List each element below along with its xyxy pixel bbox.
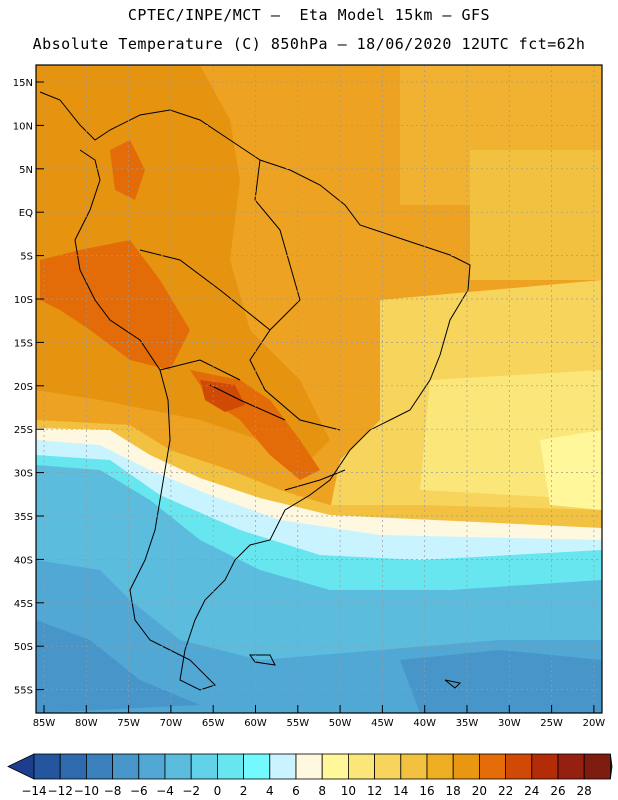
lon-label: 85W: [33, 718, 56, 729]
colorbar-label: 8: [318, 784, 326, 798]
colorbar-segment: [505, 753, 533, 780]
lat-label: 15S: [14, 338, 33, 349]
lon-label: 55W: [286, 718, 309, 729]
colorbar-label: 12: [367, 784, 382, 798]
colorbar-label: 16: [419, 784, 434, 798]
colorbar-min-arrow: [7, 753, 35, 780]
lat-label: EQ: [19, 208, 33, 219]
colorbar-segment: [190, 753, 218, 780]
colorbar-segment: [164, 753, 192, 780]
colorbar-label: 26: [550, 784, 565, 798]
lon-label: 30W: [498, 718, 521, 729]
colorbar-segment: [531, 753, 559, 780]
colorbar-label: −10: [74, 784, 99, 798]
colorbar-segment: [374, 753, 402, 780]
colorbar-label: 4: [266, 784, 274, 798]
colorbar-max-arrow: [610, 753, 613, 780]
lon-label: 35W: [456, 718, 479, 729]
colorbar-segment: [33, 753, 61, 780]
colorbar-segment: [59, 753, 87, 780]
colorbar-segment: [478, 753, 506, 780]
colorbar-label: 24: [524, 784, 539, 798]
colorbar-segment: [269, 753, 297, 780]
colorbar-label: 14: [393, 784, 408, 798]
colorbar-labels: −14 −12 −10 −8 −6 −4 −2 0 2 4 6 8 10 12 14 16 18 20 22 24 26…: [21, 784, 592, 798]
colorbar-label: −12: [48, 784, 73, 798]
lat-label: 45S: [14, 599, 33, 610]
colorbar-segment: [216, 753, 244, 780]
title-line-1: CPTEC/INPE/MCT – Eta Model 15km – GFS: [127, 6, 491, 24]
temperature-field: [36, 65, 602, 713]
lon-label: 70W: [160, 718, 183, 729]
colorbar-label: 20: [472, 784, 487, 798]
colorbar-label: 18: [446, 784, 461, 798]
lat-label: 40S: [14, 555, 33, 566]
lon-label: 25W: [540, 718, 563, 729]
lon-label: 50W: [329, 718, 352, 729]
lon-label: 40W: [413, 718, 436, 729]
colorbar-segment: [583, 753, 611, 780]
graticule: [36, 65, 602, 713]
colorbar-label: 6: [292, 784, 300, 798]
lon-label: 75W: [117, 718, 140, 729]
lat-label: 55S: [14, 686, 33, 697]
colorbar-segment: [112, 753, 140, 780]
colorbar-label: 28: [577, 784, 592, 798]
colorbar-label: −4: [156, 784, 174, 798]
lat-label: 35S: [14, 512, 33, 523]
lon-label: 45W: [371, 718, 394, 729]
colorbar-segment: [138, 753, 166, 780]
lat-label: 30S: [14, 469, 33, 480]
lat-label: 20S: [14, 382, 33, 393]
lat-label: 5S: [20, 252, 33, 263]
lat-label: 10N: [13, 121, 33, 132]
colorbar-segment: [347, 753, 375, 780]
longitude-labels: 85W 80W 75W 70W 65W 60W 55W 50W 45W 40W 35W 30W 25W 2…: [33, 705, 606, 729]
lon-label: 60W: [244, 718, 267, 729]
lon-label: 65W: [202, 718, 225, 729]
lat-label: 50S: [14, 642, 33, 653]
lat-label: 15N: [13, 78, 33, 89]
colorbar-segment: [295, 753, 323, 780]
colorbar: [7, 753, 613, 780]
colorbar-segment: [321, 753, 349, 780]
colorbar-segment: [243, 753, 271, 780]
colorbar-label: 0: [214, 784, 222, 798]
colorbar-label: 2: [240, 784, 248, 798]
latitude-labels: 15N 10N 5N EQ 5S 10S 15S 20S 25S 30S 35S 40S 45S 50S 5…: [13, 78, 44, 697]
colorbar-label: 10: [341, 784, 356, 798]
colorbar-segment: [400, 753, 428, 780]
lat-label: 10S: [14, 295, 33, 306]
colorbar-label: −6: [130, 784, 148, 798]
title-line-2: Absolute Temperature (C) 850hPa – 18/06/…: [32, 35, 586, 53]
coastline: [39, 91, 471, 691]
colorbar-label: −2: [182, 784, 200, 798]
colorbar-segment: [86, 753, 114, 780]
colorbar-segment: [426, 753, 454, 780]
colorbar-label: −14: [21, 784, 46, 798]
lon-label: 20W: [583, 718, 606, 729]
colorbar-label: −8: [104, 784, 122, 798]
map-frame: [35, 64, 603, 714]
colorbar-segment: [452, 753, 480, 780]
lon-label: 80W: [75, 718, 98, 729]
lat-label: 25S: [14, 425, 33, 436]
lat-label: 5N: [19, 165, 33, 176]
colorbar-label: 22: [498, 784, 513, 798]
colorbar-segment: [557, 753, 585, 780]
